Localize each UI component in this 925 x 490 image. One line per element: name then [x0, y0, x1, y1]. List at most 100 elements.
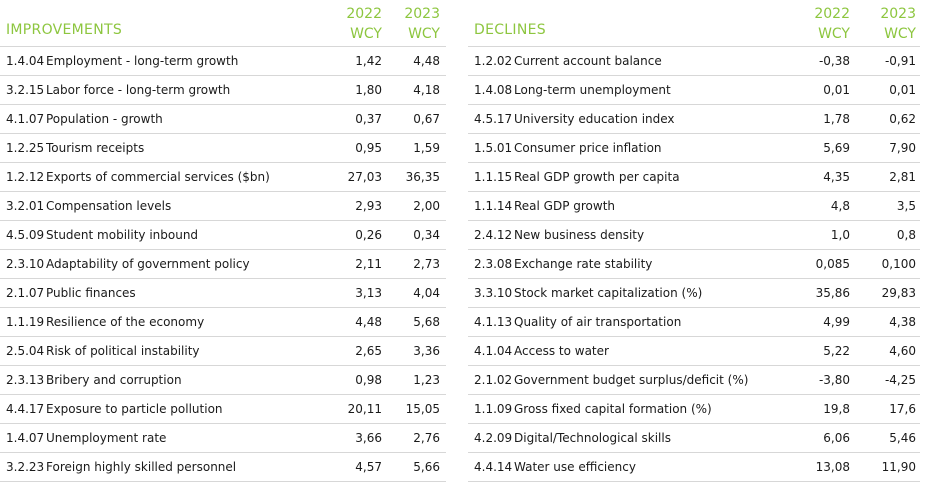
- indicator-label: Bribery and corruption: [46, 373, 182, 387]
- table-row: 2.3.08 Exchange rate stability 0,085 0,100: [468, 250, 920, 279]
- indicator-label: Digital/Technological skills: [514, 431, 671, 445]
- value-2022: 5,22: [823, 344, 850, 358]
- value-2022: 1,42: [355, 54, 382, 68]
- indicator-code: 1.2.25: [6, 141, 45, 155]
- col-year: 2022: [346, 6, 382, 22]
- indicator-label: Access to water: [514, 344, 609, 358]
- indicator-code: 3.3.10: [474, 286, 513, 300]
- indicator-code: 2.5.04: [6, 344, 45, 358]
- improvements-title: IMPROVEMENTS: [6, 22, 123, 38]
- value-2023: 0,67: [413, 112, 440, 126]
- declines-rows: 1.2.02 Current account balance -0,38 -0,91 1…: [468, 47, 920, 482]
- indicator-label: Exports of commercial services ($bn): [46, 170, 270, 184]
- value-2023: -0,91: [884, 54, 916, 68]
- table-row: 2.1.02 Government budget surplus/deficit …: [468, 366, 920, 395]
- value-2023: 17,6: [889, 402, 916, 416]
- indicator-code: 4.5.17: [474, 112, 513, 126]
- improvements-col-2023-header: 2023 WCY: [394, 4, 440, 44]
- declines-col-2023-header: 2023 WCY: [870, 4, 916, 44]
- value-2022: 5,69: [823, 141, 850, 155]
- table-row: 1.2.12 Exports of commercial services ($b…: [0, 163, 446, 192]
- improvements-rows: 1.4.04 Employment - long-term growth 1,42 4…: [0, 47, 446, 482]
- value-2023: 4,38: [889, 315, 916, 329]
- table-row: 1.4.04 Employment - long-term growth 1,42 4…: [0, 47, 446, 76]
- value-2022: 0,26: [355, 228, 382, 242]
- col-unit: WCY: [884, 26, 916, 42]
- value-2023: 0,8: [896, 228, 916, 242]
- table-row: 1.2.02 Current account balance -0,38 -0,91: [468, 47, 920, 76]
- declines-table: DECLINES 2022 WCY 2023 WCY 1.2.02 Current…: [468, 0, 920, 482]
- value-2022: 20,11: [347, 402, 382, 416]
- value-2022: 3,13: [355, 286, 382, 300]
- declines-header: DECLINES 2022 WCY 2023 WCY: [468, 0, 920, 47]
- indicator-label: Labor force - long-term growth: [46, 83, 231, 97]
- indicator-label: Exposure to particle pollution: [46, 402, 223, 416]
- indicator-label: New business density: [514, 228, 645, 242]
- value-2022: -0,38: [818, 54, 850, 68]
- indicator-label: University education index: [514, 112, 675, 126]
- indicator-code: 4.1.13: [474, 315, 513, 329]
- table-row: 3.2.23 Foreign highly skilled personnel 4,…: [0, 453, 446, 482]
- value-2023: 2,73: [413, 257, 440, 271]
- indicator-code: 4.1.04: [474, 344, 513, 358]
- value-2022: 1,0: [830, 228, 850, 242]
- indicator-code: 1.5.01: [474, 141, 513, 155]
- indicator-code: 3.2.15: [6, 83, 45, 97]
- value-2022: 3,66: [355, 431, 382, 445]
- value-2022: 0,01: [823, 83, 850, 97]
- table-row: 4.2.09 Digital/Technological skills 6,06 5,…: [468, 424, 920, 453]
- value-2022: 4,48: [355, 315, 382, 329]
- table-row: 2.5.04 Risk of political instability 2,65 3…: [0, 337, 446, 366]
- indicator-code: 1.1.19: [6, 315, 45, 329]
- indicator-code: 2.1.02: [474, 373, 513, 387]
- indicator-label: Tourism receipts: [46, 141, 145, 155]
- indicator-label: Foreign highly skilled personnel: [46, 460, 237, 474]
- col-unit: WCY: [350, 26, 382, 42]
- indicator-code: 3.2.23: [6, 460, 45, 474]
- value-2022: 4,8: [830, 199, 850, 213]
- value-2023: -4,25: [884, 373, 916, 387]
- table-row: 4.1.07 Population - growth 0,37 0,67: [0, 105, 446, 134]
- indicator-label: Resilience of the economy: [46, 315, 205, 329]
- table-row: 1.1.14 Real GDP growth 4,8 3,5: [468, 192, 920, 221]
- indicator-label: Long-term unemployment: [514, 83, 671, 97]
- indicator-code: 1.4.08: [474, 83, 513, 97]
- value-2022: 2,65: [355, 344, 382, 358]
- table-row: 2.3.13 Bribery and corruption 0,98 1,23: [0, 366, 446, 395]
- indicator-label: Employment - long-term growth: [46, 54, 239, 68]
- value-2022: 0,98: [355, 373, 382, 387]
- value-2022: 0,085: [815, 257, 850, 271]
- indicator-label: Water use efficiency: [514, 460, 636, 474]
- value-2023: 29,83: [881, 286, 916, 300]
- value-2023: 4,18: [413, 83, 440, 97]
- table-row: 1.1.15 Real GDP growth per capita 4,35 2,81: [468, 163, 920, 192]
- value-2023: 3,5: [896, 199, 916, 213]
- improvements-table: IMPROVEMENTS 2022 WCY 2023 WCY 1.4.04 Emp…: [0, 0, 446, 482]
- table-row: 2.3.10 Adaptability of government policy 2…: [0, 250, 446, 279]
- value-2022: 0,37: [355, 112, 382, 126]
- table-row: 1.1.19 Resilience of the economy 4,48 5,68: [0, 308, 446, 337]
- value-2022: 13,08: [815, 460, 850, 474]
- indicator-label: Risk of political instability: [46, 344, 200, 358]
- value-2022: 4,99: [823, 315, 850, 329]
- indicator-label: Real GDP growth per capita: [514, 170, 680, 184]
- table-row: 2.4.12 New business density 1,0 0,8: [468, 221, 920, 250]
- indicator-code: 4.1.07: [6, 112, 45, 126]
- table-row: 1.2.25 Tourism receipts 0,95 1,59: [0, 134, 446, 163]
- value-2023: 5,46: [889, 431, 916, 445]
- value-2022: 4,35: [823, 170, 850, 184]
- col-year: 2022: [814, 6, 850, 22]
- col-unit: WCY: [408, 26, 440, 42]
- indicator-label: Population - growth: [46, 112, 163, 126]
- indicator-code: 4.4.14: [474, 460, 513, 474]
- indicator-code: 1.4.04: [6, 54, 45, 68]
- indicator-label: Public finances: [46, 286, 136, 300]
- indicator-code: 2.3.08: [474, 257, 513, 271]
- table-row: 3.2.01 Compensation levels 2,93 2,00: [0, 192, 446, 221]
- value-2022: 19,8: [823, 402, 850, 416]
- indicator-code: 4.4.17: [6, 402, 45, 416]
- indicator-label: Compensation levels: [46, 199, 172, 213]
- table-row: 1.4.08 Long-term unemployment 0,01 0,01: [468, 76, 920, 105]
- indicator-label: Current account balance: [514, 54, 662, 68]
- value-2022: 2,93: [355, 199, 382, 213]
